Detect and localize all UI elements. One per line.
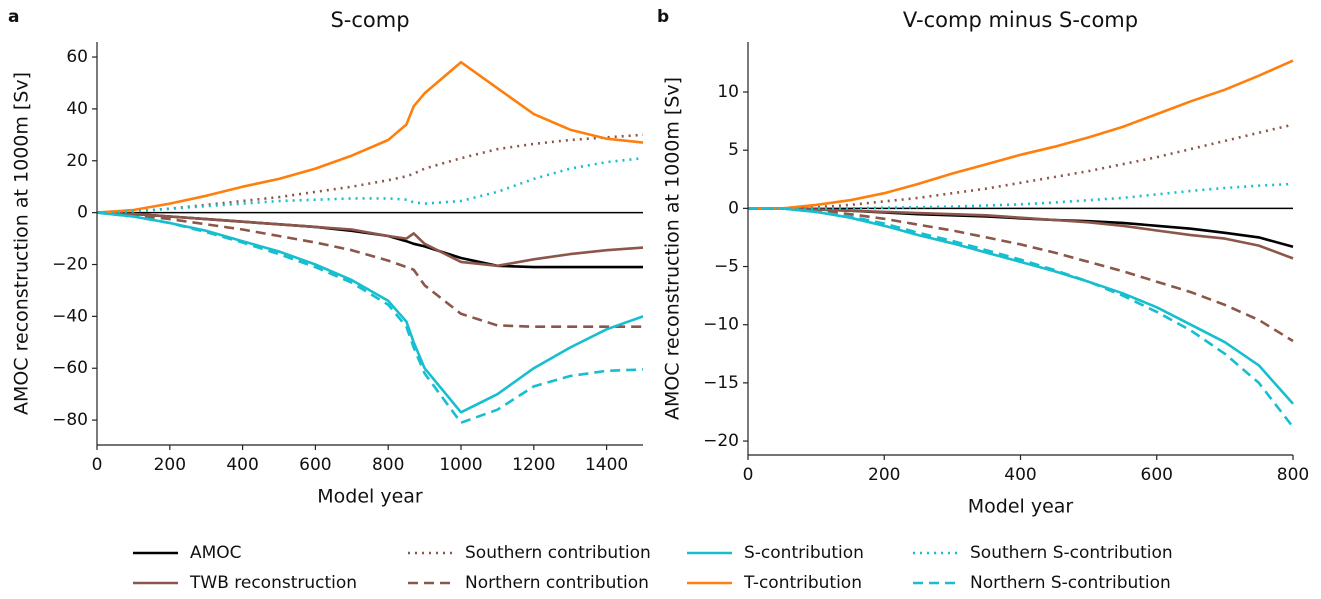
legend-label: Southern contribution xyxy=(465,543,651,563)
y-tick-label: −60 xyxy=(52,358,88,378)
y-tick-label: 40 xyxy=(66,99,88,119)
y-tick-label: 0 xyxy=(728,198,739,218)
chart-title: S-comp xyxy=(330,8,409,32)
y-tick-label: −20 xyxy=(52,255,88,275)
y-axis-label: AMOC reconstruction at 1000m [Sv] xyxy=(662,77,684,420)
x-axis-label: Model year xyxy=(968,496,1074,518)
series-line xyxy=(748,207,1294,260)
panel-label: a xyxy=(8,7,19,27)
legend-label: TWB reconstruction xyxy=(189,573,357,593)
y-tick-label: −40 xyxy=(52,306,88,326)
y-tick-label: 60 xyxy=(66,47,88,67)
x-tick-label: 600 xyxy=(1141,465,1173,485)
x-tick-label: 1200 xyxy=(512,455,555,475)
y-tick-label: −10 xyxy=(703,315,739,335)
y-tick-label: 10 xyxy=(717,82,739,102)
legend-label: T-contribution xyxy=(743,573,862,593)
series-line xyxy=(96,211,644,268)
x-tick-label: 600 xyxy=(299,455,331,475)
x-axis-label: Model year xyxy=(317,486,423,508)
y-tick-label: −20 xyxy=(703,431,739,451)
x-tick-label: 400 xyxy=(226,455,258,475)
legend-label: Northern contribution xyxy=(465,573,649,593)
series-line xyxy=(748,207,1295,428)
x-tick-label: 200 xyxy=(868,465,900,485)
x-tick-label: 0 xyxy=(743,465,754,485)
series-line xyxy=(96,211,644,424)
series-line xyxy=(748,123,1294,210)
panel-label: b xyxy=(657,7,669,27)
y-tick-label: 20 xyxy=(66,151,88,171)
series-line xyxy=(96,133,644,214)
legend-label: S-contribution xyxy=(744,543,864,563)
series-line xyxy=(96,211,644,414)
x-tick-label: 200 xyxy=(154,455,186,475)
legend-label: AMOC xyxy=(190,543,242,563)
x-tick-label: 1000 xyxy=(439,455,482,475)
series-line xyxy=(748,207,1294,343)
series-line xyxy=(96,60,644,214)
x-tick-label: 1400 xyxy=(585,455,628,475)
series-line xyxy=(96,156,644,214)
legend-label: Southern S-contribution xyxy=(970,543,1173,563)
y-axis-label: AMOC reconstruction at 1000m [Sv] xyxy=(11,72,33,415)
y-tick-label: −5 xyxy=(714,257,739,277)
x-tick-label: 800 xyxy=(1277,465,1309,485)
legend-label: Northern S-contribution xyxy=(970,573,1171,593)
series-line xyxy=(748,182,1294,210)
series-line xyxy=(96,211,643,328)
chart-title: V-comp minus S-comp xyxy=(903,8,1138,32)
x-tick-label: 400 xyxy=(1004,465,1036,485)
y-tick-label: 5 xyxy=(728,140,739,160)
y-tick-label: −80 xyxy=(52,410,88,430)
series-line xyxy=(748,207,1294,405)
y-tick-label: −15 xyxy=(703,373,739,393)
x-tick-label: 0 xyxy=(92,455,103,475)
series-line xyxy=(748,59,1294,210)
y-tick-label: 0 xyxy=(77,203,88,223)
x-tick-label: 800 xyxy=(372,455,404,475)
